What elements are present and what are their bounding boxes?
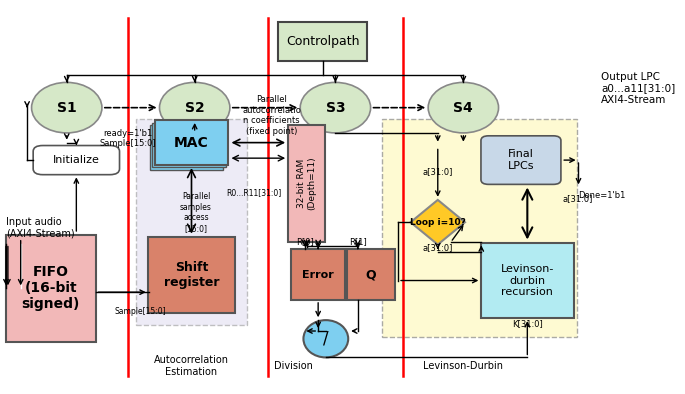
Text: Shift
register: Shift register [164, 261, 219, 289]
Text: Sample[15:0]: Sample[15:0] [114, 307, 166, 316]
Bar [149, 125, 223, 169]
Bar [152, 123, 226, 167]
Bar [149, 237, 235, 312]
Text: S2: S2 [185, 100, 205, 115]
Text: Controlpath: Controlpath [286, 35, 360, 48]
Text: FIFO
(16-bit
signed): FIFO (16-bit signed) [21, 265, 80, 312]
Text: 32-bit RAM
(Depth=11): 32-bit RAM (Depth=11) [297, 156, 316, 210]
Ellipse shape [32, 82, 102, 133]
Text: Input audio
(AXI4-Stream): Input audio (AXI4-Stream) [6, 217, 75, 239]
Bar [6, 235, 95, 342]
Bar [278, 22, 367, 61]
Text: R[1]: R[1] [349, 237, 366, 246]
Text: ready=1'b1
Sample[15:0]: ready=1'b1 Sample[15:0] [99, 129, 155, 149]
Ellipse shape [300, 82, 371, 133]
Bar [481, 243, 574, 318]
Text: Levinson-
durbin
recursion: Levinson- durbin recursion [501, 264, 554, 297]
Text: S4: S4 [453, 100, 473, 115]
Polygon shape [410, 200, 465, 245]
Text: MAC: MAC [174, 136, 209, 150]
Text: Error: Error [302, 269, 334, 280]
Text: Output LPC
a0...a11[31:0]
AXI4-Stream: Output LPC a0...a11[31:0] AXI4-Stream [601, 72, 675, 105]
Bar [291, 249, 345, 300]
Text: S3: S3 [325, 100, 345, 115]
Bar [155, 120, 228, 165]
Text: R0...R11[31:0]: R0...R11[31:0] [226, 189, 281, 198]
FancyBboxPatch shape [33, 145, 119, 175]
FancyBboxPatch shape [481, 136, 561, 184]
Ellipse shape [428, 82, 499, 133]
Text: Parallel
samples
access
[15:0]: Parallel samples access [15:0] [180, 192, 212, 232]
Text: Division: Division [275, 361, 313, 371]
Text: Final
LPCs: Final LPCs [508, 149, 534, 171]
Text: Levinson-Durbin: Levinson-Durbin [423, 361, 503, 371]
Ellipse shape [160, 82, 230, 133]
Bar [288, 125, 325, 242]
Text: a[31:0]: a[31:0] [422, 243, 453, 252]
Text: Loop i=10?: Loop i=10? [410, 218, 466, 227]
Text: /: / [323, 330, 329, 348]
Text: Q: Q [365, 268, 376, 281]
Ellipse shape [303, 320, 348, 357]
Text: S1: S1 [57, 100, 77, 115]
Text: Initialize: Initialize [53, 155, 100, 165]
Text: K[31:0]: K[31:0] [512, 319, 543, 328]
Bar [382, 119, 577, 337]
Bar [136, 119, 247, 325]
Text: Done=1'b1: Done=1'b1 [579, 191, 626, 199]
Text: Parallel
autocorrelatio
n coefficients
(fixed point): Parallel autocorrelatio n coefficients (… [242, 95, 301, 136]
Bar [347, 249, 395, 300]
Text: Autocorrelation
Estimation: Autocorrelation Estimation [154, 355, 229, 377]
Text: a[31:0]: a[31:0] [422, 167, 453, 176]
Text: a[31:0]: a[31:0] [562, 195, 593, 203]
Text: R[0]: R[0] [296, 237, 314, 246]
